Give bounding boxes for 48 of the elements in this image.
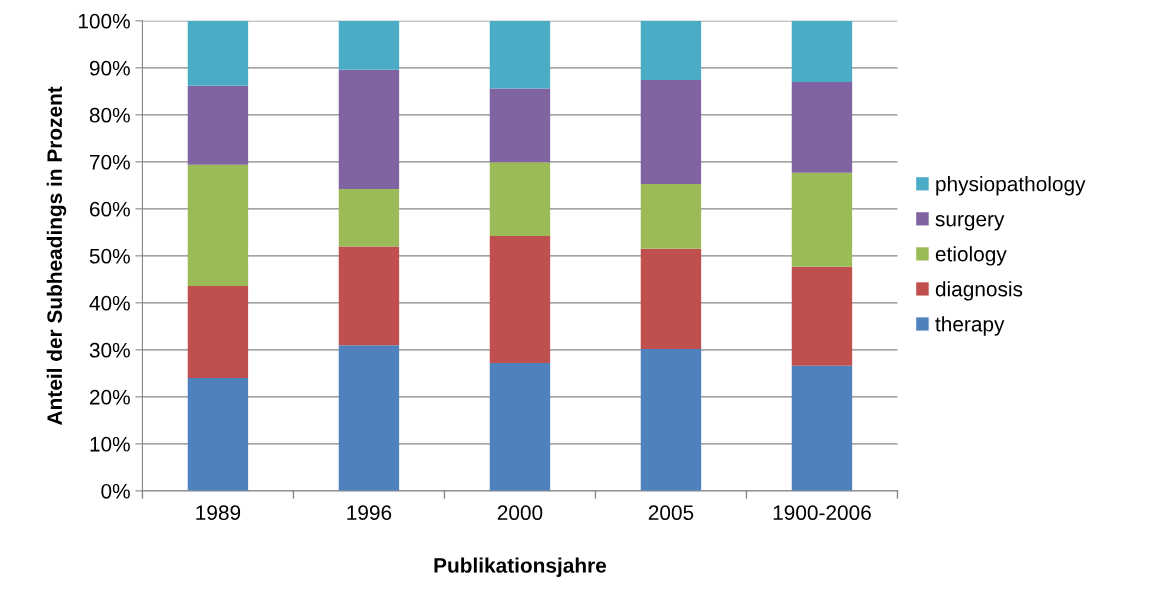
legend-label: etiology xyxy=(935,246,1007,266)
bar xyxy=(791,266,853,366)
legend-label: surgery xyxy=(935,214,1005,231)
bar xyxy=(640,80,702,184)
bar xyxy=(338,189,400,247)
bar xyxy=(640,183,702,249)
y-tick-label: 10% xyxy=(90,436,130,452)
x-tick-label: 2005 xyxy=(648,505,694,521)
bar xyxy=(791,81,853,173)
y-tick-label: 60% xyxy=(89,201,130,217)
bar xyxy=(489,363,551,491)
legend-label: therapy xyxy=(935,316,1005,336)
bar xyxy=(791,365,853,491)
y-tick-label: 80% xyxy=(89,107,130,123)
y-tick-label: 20% xyxy=(89,389,130,405)
bar xyxy=(489,20,551,89)
bar xyxy=(791,172,853,267)
y-tick-label: 30% xyxy=(89,342,130,358)
bar xyxy=(338,246,400,346)
legend-label: physiopathology xyxy=(936,176,1086,196)
y-tick-label: 90% xyxy=(89,60,130,76)
bar xyxy=(187,378,249,491)
y-tick-label: 100% xyxy=(78,13,130,29)
bar xyxy=(489,162,551,237)
y-tick-label: 70% xyxy=(90,154,130,170)
y-tick-label: 40% xyxy=(89,295,130,311)
bar xyxy=(338,20,400,70)
x-axis-title: Publikationsjahre xyxy=(434,557,607,577)
bar xyxy=(187,164,249,286)
bar xyxy=(338,345,400,491)
bar xyxy=(640,348,702,491)
x-tick-label: 2000 xyxy=(497,505,543,521)
bar xyxy=(489,236,551,364)
y-tick-label: 50% xyxy=(89,248,130,264)
bar xyxy=(640,20,702,81)
y-tick-label: 0% xyxy=(101,483,130,499)
bar xyxy=(489,88,551,163)
bar xyxy=(338,69,400,190)
bar xyxy=(791,20,853,82)
x-tick-label: 1900-2006 xyxy=(773,505,871,521)
bar xyxy=(187,85,249,165)
bar xyxy=(640,248,702,349)
bar xyxy=(187,285,249,379)
y-axis-title: Anteil der Subheadings in Prozent xyxy=(46,86,67,425)
legend-label: diagnosis xyxy=(935,281,1023,301)
x-tick-label: 1996 xyxy=(347,505,392,521)
x-tick-label: 1989 xyxy=(196,505,241,521)
bar xyxy=(187,20,249,86)
